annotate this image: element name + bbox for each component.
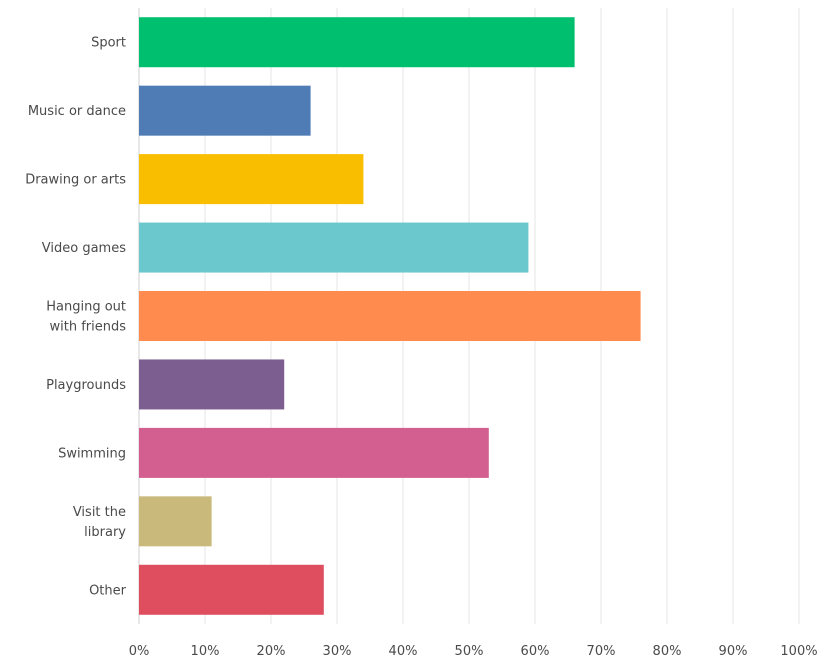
x-tick-label: 30% bbox=[323, 644, 352, 659]
category-label: Visit the library bbox=[73, 505, 126, 540]
category-label: Drawing or arts bbox=[25, 173, 126, 188]
category-label: Video games bbox=[42, 241, 126, 256]
x-tick-label: 90% bbox=[719, 644, 748, 659]
bar-2 bbox=[139, 154, 364, 205]
bar-4 bbox=[139, 291, 641, 341]
category-label: Other bbox=[89, 583, 127, 598]
x-axis-tick-labels: 0% 10% 20% 30% 40% 50% 60% 70% 80% 90% 100% bbox=[129, 644, 817, 659]
category-labels: Sport Music or dance Drawing or arts Video … bbox=[25, 36, 126, 599]
category-label: Swimming bbox=[58, 446, 126, 461]
bar-5 bbox=[139, 359, 285, 410]
bar-3 bbox=[139, 222, 529, 273]
x-tick-label: 80% bbox=[653, 644, 682, 659]
x-tick-label: 100% bbox=[780, 644, 817, 659]
category-label: Hanging out with friends bbox=[46, 300, 126, 335]
x-tick-label: 10% bbox=[191, 644, 220, 659]
category-label: Playgrounds bbox=[46, 378, 126, 393]
x-tick-label: 0% bbox=[129, 644, 150, 659]
x-tick-label: 40% bbox=[389, 644, 418, 659]
bars bbox=[139, 17, 641, 615]
category-label: Sport bbox=[91, 36, 126, 51]
x-tick-label: 60% bbox=[521, 644, 550, 659]
bar-1 bbox=[139, 85, 311, 136]
bar-8 bbox=[139, 564, 324, 615]
x-tick-label: 50% bbox=[455, 644, 484, 659]
x-tick-label: 70% bbox=[587, 644, 616, 659]
x-tick-label: 20% bbox=[257, 644, 286, 659]
bar-0 bbox=[139, 17, 575, 68]
category-label: Music or dance bbox=[28, 104, 126, 119]
bar-7 bbox=[139, 496, 212, 547]
bar-6 bbox=[139, 427, 489, 478]
